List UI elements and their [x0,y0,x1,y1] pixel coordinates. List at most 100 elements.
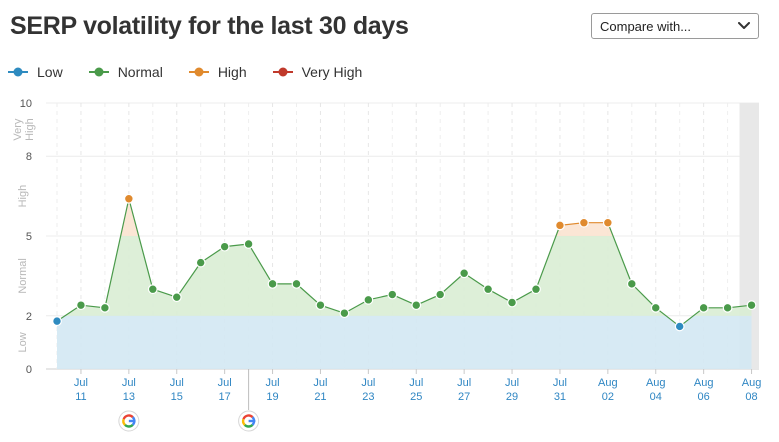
compare-with-dropdown[interactable]: Compare with... [591,13,759,39]
band-fill-normal [57,236,752,316]
y-tick-label: 5 [26,231,32,243]
series-line-segment [535,225,561,290]
data-point[interactable] [411,300,422,311]
band-fill-low [57,315,752,369]
data-point[interactable] [123,193,134,204]
data-point[interactable] [507,297,517,308]
x-tick-month: Jul [457,377,471,389]
x-tick-month: Aug [598,377,618,389]
legend-label: Low [37,64,63,80]
google-update-icon[interactable] [118,410,140,432]
x-tick-day: 06 [698,391,710,403]
series-line-segment [607,222,633,285]
x-tick-day: 25 [410,391,422,403]
series-line-segment [679,307,705,327]
y-tick-label: 2 [26,311,32,323]
data-point[interactable] [99,302,110,313]
x-tick-day: 02 [602,391,614,403]
x-tick-day: 15 [171,391,183,403]
data-point[interactable] [291,278,302,289]
x-tick-month: Jul [553,377,567,389]
data-point[interactable] [147,284,158,295]
x-tick-day: 27 [458,391,470,403]
x-tick-month: Jul [218,377,232,389]
data-point[interactable] [195,257,206,268]
legend-marker-icon [8,67,28,77]
data-point[interactable] [387,289,398,300]
band-label: High [17,185,29,208]
data-point[interactable] [650,302,661,313]
legend-item-high[interactable]: High [188,64,247,80]
data-point[interactable] [219,241,230,252]
x-tick-month: Aug [694,377,714,389]
x-tick-day: 29 [506,391,518,403]
data-point[interactable] [722,302,733,313]
data-point[interactable] [746,300,757,311]
data-point[interactable] [243,239,254,249]
data-point[interactable] [267,278,278,289]
data-point[interactable] [602,217,613,228]
data-point[interactable] [698,302,709,313]
band-label: High [24,118,36,141]
series-line-segment [631,283,657,309]
legend-item-low[interactable]: Low [8,64,63,80]
data-point[interactable] [626,278,637,289]
x-tick-day: 23 [362,391,374,403]
x-tick-month: Jul [409,377,423,389]
data-point[interactable] [52,316,62,327]
page-title: SERP volatility for the last 30 days [10,12,409,40]
band-label: Normal [17,258,29,293]
series-line-segment [655,307,681,327]
x-tick-day: 11 [75,391,86,403]
x-tick-month: Aug [742,377,762,389]
x-tick-day: 19 [266,391,278,403]
series-line-segment [176,262,202,298]
data-point[interactable] [579,217,589,228]
data-point[interactable] [76,300,86,311]
data-point[interactable] [483,284,494,295]
data-point[interactable] [435,289,446,300]
legend-item-very-high[interactable]: Very High [272,64,363,80]
x-tick-month: Jul [122,377,136,389]
x-tick-month: Jul [505,377,519,389]
series-line-segment [439,272,465,295]
x-tick-day: 13 [123,391,135,403]
series-line-segment [248,243,274,285]
legend-marker-icon [88,67,109,77]
y-tick-label: 8 [26,151,32,163]
legend-marker-icon [188,67,209,77]
data-point[interactable] [339,308,350,319]
legend-label: Normal [117,64,163,80]
series-line-segment [104,198,130,308]
x-tick-month: Jul [313,377,327,389]
data-point[interactable] [555,220,565,231]
data-point[interactable] [531,284,541,295]
data-point[interactable] [674,321,685,332]
x-tick-month: Jul [266,377,280,389]
series-line-segment [296,283,321,306]
x-tick-day: 08 [745,391,757,403]
y-tick-label: 0 [26,364,32,376]
legend-label: High [217,64,247,80]
x-tick-day: 17 [219,391,231,403]
data-point[interactable] [171,292,182,303]
x-tick-month: Aug [646,377,666,389]
legend-marker-icon [272,67,293,77]
data-point[interactable] [315,300,326,311]
x-tick-day: 21 [314,391,326,403]
data-point[interactable] [363,294,374,305]
x-tick-month: Jul [74,377,88,389]
y-tick-label: 10 [20,98,32,110]
x-tick-day: 04 [650,391,662,403]
x-tick-month: Jul [170,377,184,389]
x-tick-day: 31 [554,391,566,403]
band-fill-very-high [57,103,752,156]
chevron-down-icon [738,22,750,29]
x-tick-month: Jul [361,377,375,389]
legend-item-normal[interactable]: Normal [88,64,163,80]
band-fill-high [57,198,752,236]
data-point[interactable] [459,268,470,279]
legend-label: Very High [301,64,363,80]
google-update-icon[interactable] [238,410,260,432]
